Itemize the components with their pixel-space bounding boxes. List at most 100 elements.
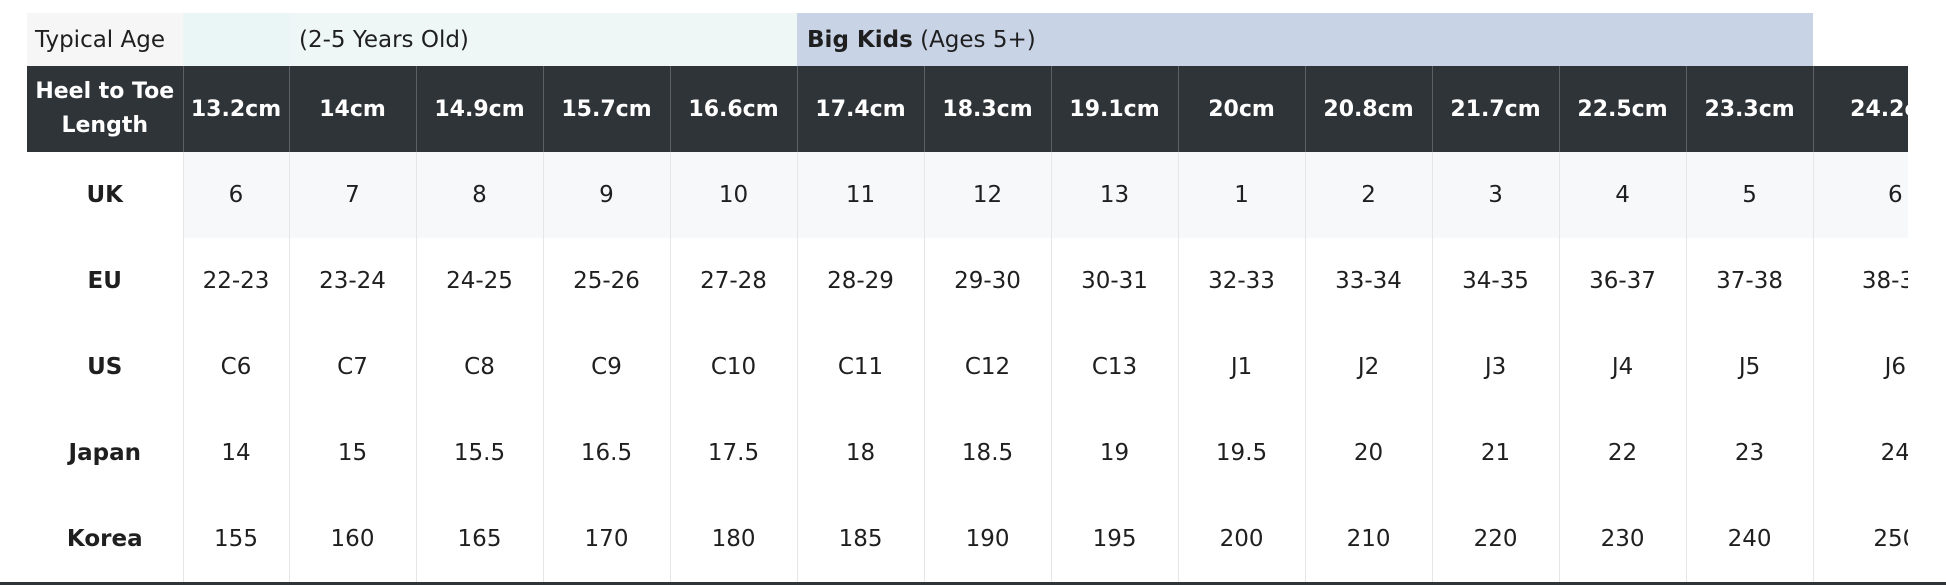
size-cell: 38-39: [1812, 238, 1908, 324]
size-cell: 13: [1050, 152, 1179, 238]
size-cell: J4: [1558, 324, 1687, 410]
size-cell: 25-26: [542, 238, 670, 324]
size-cell: 3: [1431, 152, 1560, 238]
size-row-label: EU: [27, 238, 183, 324]
size-row-label: US: [27, 324, 183, 410]
big-kids-label: Big Kids: [807, 26, 913, 53]
size-row-eu: EU 22-23 23-24 24-25 25-26 27-28 28-29 29-30 30-…: [27, 238, 1908, 324]
size-row-us: US C6 C7 C8 C9 C10 C11 C12 C13 J1 J2 J3 J4 J5 J6: [27, 324, 1908, 410]
size-cell: 11: [796, 152, 925, 238]
size-cell: 230: [1558, 496, 1687, 582]
size-cell: 190: [923, 496, 1052, 582]
length-header-cell: 23.3cm: [1685, 66, 1814, 152]
size-cell: 170: [542, 496, 670, 582]
size-cell: 12: [923, 152, 1052, 238]
size-cell: 220: [1431, 496, 1560, 582]
size-cell: C12: [923, 324, 1052, 410]
table-bottom-border: [0, 582, 1946, 585]
size-row-label: UK: [27, 152, 183, 238]
size-cell: C7: [288, 324, 416, 410]
heel-to-toe-label: Heel to Toe Length: [27, 66, 183, 152]
length-header-cell: 17.4cm: [796, 66, 925, 152]
size-cell: 195: [1050, 496, 1179, 582]
size-cell: 155: [182, 496, 289, 582]
size-cell: 2: [1304, 152, 1433, 238]
toddler-age-band: (2-5 Years Old): [289, 13, 798, 66]
size-cell: J1: [1177, 324, 1306, 410]
size-cell: 6: [1812, 152, 1908, 238]
size-cell: 250: [1812, 496, 1908, 582]
size-cell: C13: [1050, 324, 1179, 410]
size-cell: C9: [542, 324, 670, 410]
size-cell: 37-38: [1685, 238, 1814, 324]
length-header-cell: 19.1cm: [1050, 66, 1179, 152]
big-kids-ages: (Ages 5+): [912, 26, 1036, 53]
size-cell: 18.5: [923, 410, 1052, 496]
size-cell: 165: [415, 496, 543, 582]
length-header-cell: 13.2cm: [182, 66, 289, 152]
length-header-cell: 15.7cm: [542, 66, 670, 152]
size-cell: J6: [1812, 324, 1908, 410]
size-cell: 24-25: [415, 238, 543, 324]
size-cell: 7: [288, 152, 416, 238]
size-cell: J3: [1431, 324, 1560, 410]
size-cell: 6: [182, 152, 289, 238]
length-header-cell: 18.3cm: [923, 66, 1052, 152]
length-header-cell: 20.8cm: [1304, 66, 1433, 152]
size-cell: 34-35: [1431, 238, 1560, 324]
size-cell: 185: [796, 496, 925, 582]
size-row-japan: Japan 14 15 15.5 16.5 17.5 18 18.5 19 19.5 20 21 22 2…: [27, 410, 1908, 496]
size-cell: 22: [1558, 410, 1687, 496]
size-chart-container: Typical Age (2-5 Years Old) Big Kids (Ag…: [27, 13, 1908, 585]
size-cell: 36-37: [1558, 238, 1687, 324]
length-header-cell: 24.2cm: [1812, 66, 1908, 152]
size-cell: 21: [1431, 410, 1560, 496]
size-row-uk: UK 6 7 8 9 10 11 12 13 1 2 3 4 5 6: [27, 152, 1908, 238]
size-cell: C10: [669, 324, 798, 410]
size-cell: 180: [669, 496, 798, 582]
size-row-label: Korea: [27, 496, 183, 582]
size-row-label: Japan: [27, 410, 183, 496]
size-cell: 29-30: [923, 238, 1052, 324]
length-header-cell: 16.6cm: [669, 66, 798, 152]
size-cell: C8: [415, 324, 543, 410]
size-cell: 240: [1685, 496, 1814, 582]
size-row-korea: Korea 155 160 165 170 180 185 190 195 200 210 220 23…: [27, 496, 1908, 582]
size-cell: 5: [1685, 152, 1814, 238]
size-cell: 8: [415, 152, 543, 238]
size-cell: 200: [1177, 496, 1306, 582]
size-cell: 19: [1050, 410, 1179, 496]
size-cell: 4: [1558, 152, 1687, 238]
size-cell: 22-23: [182, 238, 289, 324]
size-cell: C11: [796, 324, 925, 410]
heel-to-toe-row: Heel to Toe Length 13.2cm 14cm 14.9cm 15.7c…: [27, 66, 1908, 152]
size-cell: 1: [1177, 152, 1306, 238]
size-cell: 210: [1304, 496, 1433, 582]
length-header-cell: 14.9cm: [415, 66, 543, 152]
size-cell: 27-28: [669, 238, 798, 324]
size-cell: 18: [796, 410, 925, 496]
typical-age-label: Typical Age: [27, 13, 183, 66]
length-header-cell: 14cm: [288, 66, 416, 152]
size-cell: 28-29: [796, 238, 925, 324]
size-cell: 20: [1304, 410, 1433, 496]
size-chart-table: Typical Age (2-5 Years Old) Big Kids (Ag…: [27, 13, 1908, 582]
size-cell: 32-33: [1177, 238, 1306, 324]
size-cell: 160: [288, 496, 416, 582]
size-cell: 15.5: [415, 410, 543, 496]
size-cell: 23: [1685, 410, 1814, 496]
big-kids-age-band: Big Kids (Ages 5+): [797, 13, 1814, 66]
size-cell: J2: [1304, 324, 1433, 410]
toddler-age-band-start: [183, 13, 289, 66]
typical-age-row: Typical Age (2-5 Years Old) Big Kids (Ag…: [27, 13, 1908, 66]
size-cell: 15: [288, 410, 416, 496]
size-cell: 16.5: [542, 410, 670, 496]
size-cell: 10: [669, 152, 798, 238]
size-cell: 33-34: [1304, 238, 1433, 324]
size-cell: 23-24: [288, 238, 416, 324]
size-cell: 14: [182, 410, 289, 496]
size-cell: J5: [1685, 324, 1814, 410]
size-cell: 17.5: [669, 410, 798, 496]
length-header-cell: 20cm: [1177, 66, 1306, 152]
length-header-cell: 22.5cm: [1558, 66, 1687, 152]
